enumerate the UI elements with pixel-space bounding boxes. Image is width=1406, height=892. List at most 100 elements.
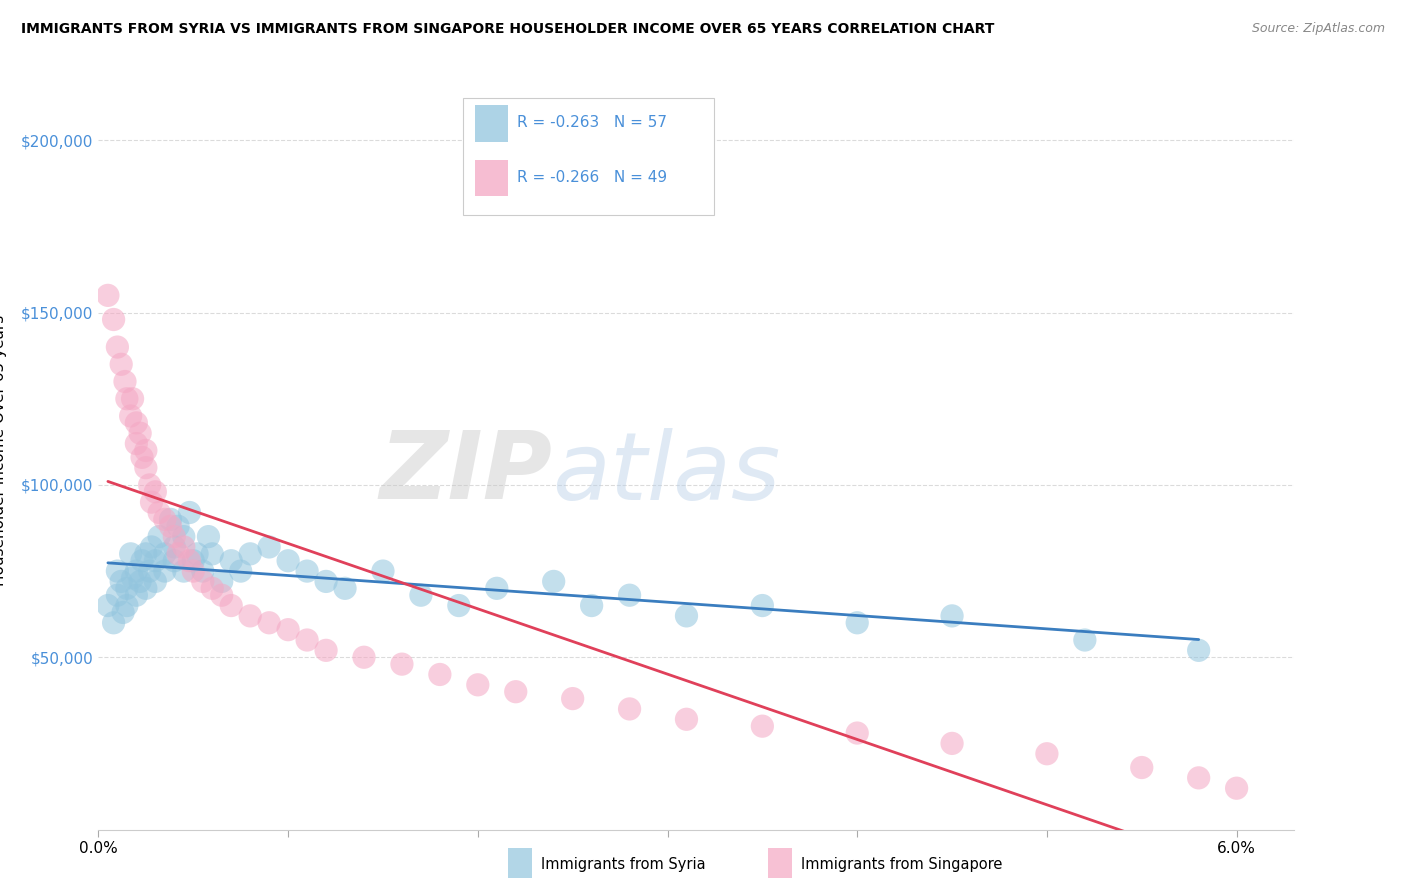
Text: IMMIGRANTS FROM SYRIA VS IMMIGRANTS FROM SINGAPORE HOUSEHOLDER INCOME OVER 65 YE: IMMIGRANTS FROM SYRIA VS IMMIGRANTS FROM… [21,22,994,37]
Text: Immigrants from Singapore: Immigrants from Singapore [801,857,1002,872]
Point [257,540,280,554]
Point [97,599,120,613]
Point [201,582,224,596]
Point [173,540,195,554]
Point [131,450,153,465]
Point [148,530,170,544]
Point [409,588,432,602]
Point [1074,633,1097,648]
Point [141,495,163,509]
Point [211,588,233,602]
Point [105,340,128,354]
Point [1130,760,1153,774]
Point [191,574,214,589]
Point [173,530,195,544]
Point [115,599,138,613]
Point [159,519,181,533]
Point [846,726,869,740]
Point [191,564,214,578]
Point [295,564,318,578]
Point [153,564,176,578]
Point [447,599,470,613]
Point [467,678,489,692]
Point [1188,643,1211,657]
Point [138,564,160,578]
Point [543,574,565,589]
Point [371,564,394,578]
Point [201,547,224,561]
Point [181,554,204,568]
Point [186,547,208,561]
Point [153,547,176,561]
Point [179,554,201,568]
Text: atlas: atlas [553,427,780,519]
Point [179,506,201,520]
Point [115,582,138,596]
Point [239,608,262,623]
Point [163,554,186,568]
Bar [463,98,714,216]
Point [143,574,166,589]
Point [391,657,413,672]
Point [135,582,157,596]
Point [941,608,963,623]
Point [103,312,125,326]
Point [846,615,869,630]
Point [129,426,152,441]
Point [143,554,166,568]
Point [675,608,697,623]
Point [315,574,337,589]
Point [941,736,963,750]
Point [135,547,157,561]
Text: Immigrants from Syria: Immigrants from Syria [541,857,706,872]
Point [675,712,697,726]
Point [429,667,451,681]
Point [163,530,186,544]
Point [138,478,160,492]
Bar [475,160,509,196]
Point [163,540,186,554]
Point [229,564,252,578]
Point [167,547,190,561]
Point [277,623,299,637]
Point [105,588,128,602]
Point [153,512,176,526]
Point [105,564,128,578]
Point [131,554,153,568]
Point [219,554,242,568]
Point [197,530,219,544]
Point [1226,781,1249,796]
Text: Source: ZipAtlas.com: Source: ZipAtlas.com [1251,22,1385,36]
Point [125,416,148,430]
Point [333,582,356,596]
Y-axis label: Householder Income Over 65 years: Householder Income Over 65 years [0,315,7,586]
Point [219,599,242,613]
Point [120,547,142,561]
Point [135,443,157,458]
Point [112,606,135,620]
Text: ZIP: ZIP [380,427,553,519]
Point [315,643,337,657]
Point [110,574,132,589]
Point [125,588,148,602]
Point [103,615,125,630]
Point [561,691,583,706]
Point [581,599,603,613]
Point [141,540,163,554]
Point [135,460,157,475]
Point [181,564,204,578]
Point [353,650,375,665]
Point [121,571,143,585]
Point [125,564,148,578]
Text: R = -0.263   N = 57: R = -0.263 N = 57 [517,115,666,130]
Point [115,392,138,406]
Point [619,702,641,716]
Point [125,436,148,450]
Point [1036,747,1059,761]
Point [173,564,195,578]
Point [110,357,132,371]
Point [97,288,120,302]
Point [167,519,190,533]
Point [148,506,170,520]
Text: R = -0.266   N = 49: R = -0.266 N = 49 [517,170,666,185]
